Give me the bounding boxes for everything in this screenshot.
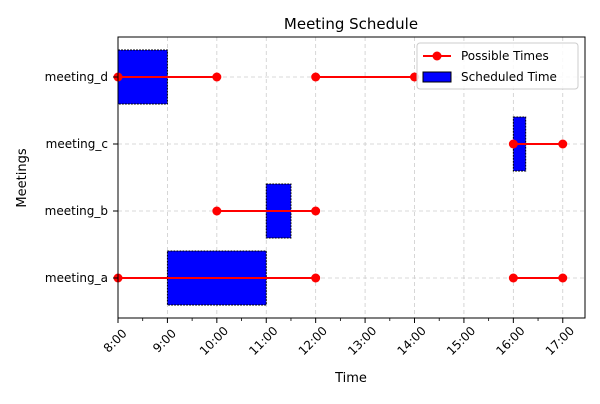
x-axis-label: Time [334, 371, 367, 386]
possible-marker-end [311, 273, 321, 283]
legend-label: Scheduled Time [461, 70, 557, 84]
possible-marker-end [212, 72, 222, 82]
possible-marker-start [311, 72, 321, 82]
legend-swatch-marker [432, 51, 442, 61]
possible-marker-end [558, 273, 568, 283]
y-tick-label: meeting_c [46, 137, 108, 151]
legend-swatch-patch [422, 71, 452, 83]
legend-box [416, 42, 579, 90]
y-tick-label: meeting_d [45, 70, 108, 84]
y-tick-label: meeting_b [45, 204, 108, 218]
possible-marker-end [311, 206, 321, 216]
possible-marker-start [508, 139, 518, 149]
possible-marker-start [212, 206, 222, 216]
possible-marker-end [558, 139, 568, 149]
plot-area [117, 36, 586, 319]
chart-title: Meeting Schedule [284, 15, 418, 33]
legend-label: Possible Times [461, 49, 549, 63]
y-tick-label: meeting_a [45, 271, 108, 285]
y-axis-label: Meetings [15, 148, 30, 207]
possible-marker-start [508, 273, 518, 283]
legend: Possible Times Scheduled Time [416, 42, 579, 90]
